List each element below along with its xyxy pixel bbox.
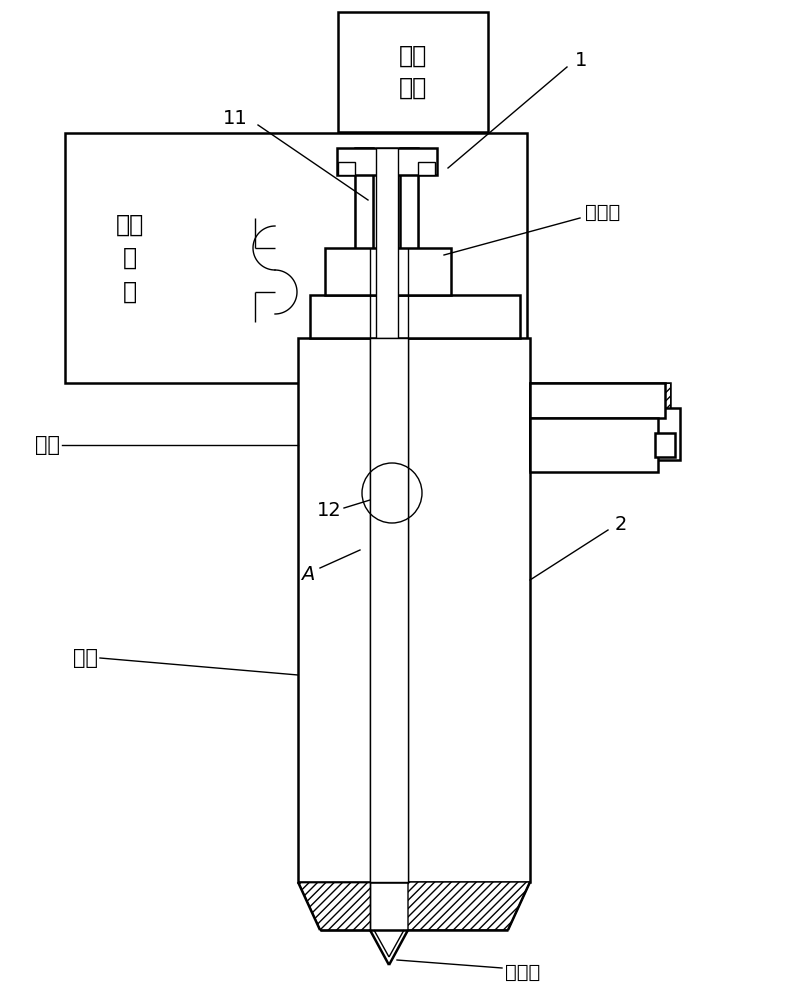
Bar (655, 433, 675, 457)
Bar (355, 148, 373, 338)
Bar (530, 418, 658, 472)
Polygon shape (408, 882, 530, 930)
Bar (370, 338, 408, 882)
Text: 针阀: 针阀 (73, 648, 98, 668)
Bar (65, 133, 527, 383)
Bar (530, 455, 658, 472)
Text: 2: 2 (615, 516, 627, 534)
Text: 12: 12 (318, 500, 342, 520)
Bar (408, 248, 451, 295)
Bar (310, 295, 520, 338)
Bar (530, 408, 680, 460)
Polygon shape (298, 882, 370, 930)
Bar (310, 295, 370, 338)
Bar (400, 148, 418, 338)
Text: 1: 1 (575, 50, 587, 70)
Bar (338, 162, 355, 175)
Bar (530, 383, 670, 408)
Bar (530, 383, 670, 408)
Text: 11: 11 (223, 108, 248, 127)
Bar (298, 338, 530, 882)
Bar (530, 408, 628, 430)
Text: 热流
道
板: 热流 道 板 (116, 213, 144, 304)
Bar (400, 148, 418, 338)
Bar (530, 452, 628, 470)
Bar (626, 428, 648, 454)
Bar (337, 148, 371, 175)
Bar (418, 162, 435, 175)
Bar (298, 338, 370, 882)
Text: 驱动
装置: 驱动 装置 (399, 44, 427, 100)
Bar (530, 408, 628, 430)
Bar (325, 248, 370, 295)
Bar (530, 408, 628, 470)
Bar (530, 383, 665, 418)
Bar (325, 248, 451, 295)
Bar (530, 383, 665, 418)
Bar (376, 148, 398, 338)
Bar (402, 148, 436, 175)
Bar (530, 418, 658, 434)
Bar (408, 338, 530, 882)
Text: 出胶口: 出胶口 (505, 962, 540, 982)
Bar (337, 148, 437, 175)
Text: A: A (302, 566, 314, 584)
Bar (530, 452, 628, 470)
Bar (355, 148, 373, 338)
Text: 阀针套: 阀针套 (585, 202, 620, 222)
Bar (408, 295, 520, 338)
Text: 流道: 流道 (35, 435, 60, 455)
Bar (338, 12, 488, 132)
